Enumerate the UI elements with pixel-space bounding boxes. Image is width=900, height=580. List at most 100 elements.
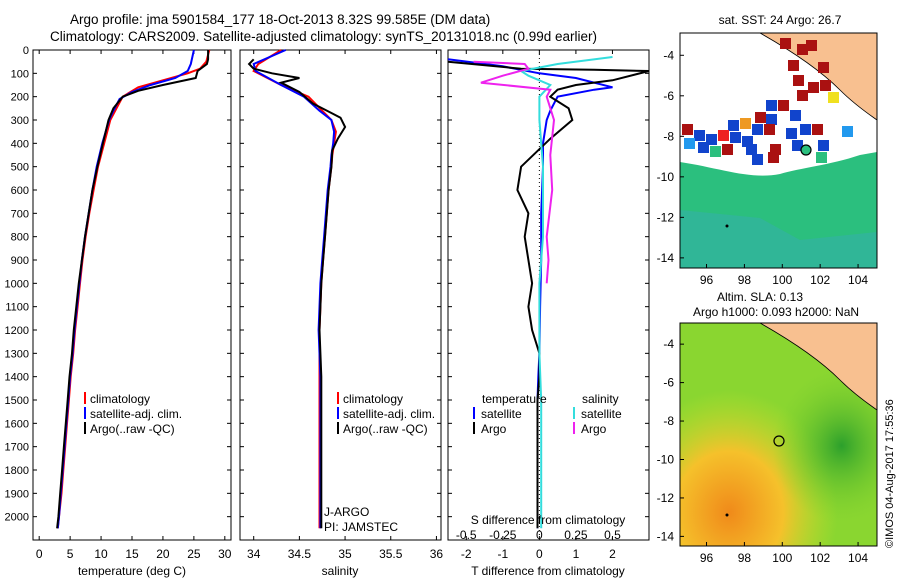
sst-pixel	[682, 124, 693, 135]
float-pi-label: PI: JAMSTEC	[324, 520, 398, 534]
sst-pixel	[800, 124, 811, 135]
sst-pixel	[698, 142, 709, 153]
map-xtick-label: 98	[738, 273, 752, 287]
sal-legend-argo: Argo(..raw -QC)	[343, 422, 428, 436]
map-xtick-label: 96	[700, 551, 714, 565]
sst-pixel	[797, 44, 808, 55]
map-xtick-label: 102	[810, 273, 830, 287]
xtick-label: 0	[36, 547, 43, 561]
s-xtick-label: -0.5	[456, 528, 477, 542]
xtick-label: 5	[67, 547, 74, 561]
temperature-xlabel: temperature (deg C)	[78, 564, 186, 578]
diff-legend-t-satellite: satellite	[481, 407, 522, 421]
map-ytick-label: -10	[657, 170, 675, 184]
ytick-label: 800	[11, 232, 29, 244]
sst-pixel	[812, 124, 823, 135]
sst-pixel	[806, 40, 817, 51]
difference-panel-frame	[447, 49, 650, 541]
diff-legend-s-argo: Argo	[581, 422, 607, 436]
ytick-label: 1100	[5, 302, 29, 314]
sst-pixel	[793, 75, 804, 86]
xtick-label: -2	[461, 547, 472, 561]
sst-pixel	[718, 130, 729, 141]
ytick-label: 900	[11, 255, 29, 267]
sst-pixel	[730, 132, 741, 143]
ytick-label: 1600	[5, 418, 29, 430]
sst-pixel	[740, 118, 751, 129]
sst-pixel	[788, 60, 799, 71]
map-ytick-label: -4	[663, 48, 674, 62]
map-xtick-label: 100	[772, 273, 792, 287]
sst-pixel	[710, 146, 721, 157]
series-line-argo-raw-qc-	[56, 50, 210, 529]
sst-pixel	[780, 38, 791, 49]
salinity-panel-frame	[239, 49, 442, 541]
sst-pixel	[786, 128, 797, 139]
xtick-label: 35.5	[379, 547, 403, 561]
salinity-legend: climatology satellite-adj. clim. Argo(..…	[337, 392, 435, 436]
xtick-label: 34	[247, 547, 261, 561]
map-ytick-label: -10	[657, 452, 675, 466]
sst-pixel	[818, 140, 829, 151]
ytick-label: 200	[11, 92, 29, 104]
sst-pixel	[706, 134, 717, 145]
salinity-xlabel: salinity	[322, 564, 359, 578]
sst-pixel	[770, 144, 781, 155]
xtick-label: 2	[609, 547, 616, 561]
sst-argo-position-marker	[800, 144, 812, 156]
map-axes: 96 98 100 102 104 -4 -6 -8 -10 -12 -14 96 98 100 102 10…	[657, 48, 869, 565]
sst-pixel	[842, 126, 853, 137]
temperature-legend: climatology satellite-adj. clim. Argo(..…	[84, 392, 182, 436]
sst-pixel	[766, 114, 777, 125]
map-xtick-label: 104	[848, 273, 868, 287]
s-xtick-label: -0.25	[489, 528, 517, 542]
map-ytick-label: -14	[657, 529, 675, 543]
sst-pixel	[752, 124, 763, 135]
ytick-label: 1900	[5, 488, 29, 500]
sst-pixel	[828, 92, 839, 103]
sst-pixel	[742, 136, 753, 147]
diff-legend-t-argo: Argo	[481, 422, 507, 436]
ytick-label: 300	[11, 115, 29, 127]
sla-argo-position-marker	[773, 435, 785, 447]
map-xtick-label: 98	[738, 551, 752, 565]
imos-timestamp-stamp: ©IMOS 04-Aug-2017 17:55:36	[884, 399, 896, 548]
xtick-label: 20	[156, 547, 170, 561]
xtick-label: 35	[338, 547, 352, 561]
map-ytick-label: -8	[663, 129, 674, 143]
float-program-label: J-ARGO	[324, 505, 369, 519]
ytick-label: 1500	[5, 395, 29, 407]
sst-map	[679, 32, 878, 269]
ytick-label: 400	[11, 138, 29, 150]
ytick-label: 1400	[5, 372, 29, 384]
sst-pixel	[790, 110, 801, 121]
legend-climatology: climatology	[90, 392, 150, 406]
ytick-label: 700	[11, 208, 29, 220]
xtick-label: 30	[218, 547, 232, 561]
difference-xlabel: T difference from climatology	[471, 564, 625, 578]
diff-legend-temperature: temperature	[482, 392, 547, 406]
sst-pixel	[752, 154, 763, 165]
xtick-label: -1	[497, 547, 508, 561]
sst-pixel	[728, 120, 739, 131]
xtick-label: 1	[573, 547, 580, 561]
sst-pixel	[808, 82, 819, 93]
xtick-label: 15	[125, 547, 139, 561]
salinity-panel: 34 34.5 35 35.5 36	[240, 49, 443, 561]
difference-xlabel-top: S difference from climatology	[471, 513, 626, 527]
ytick-label: 600	[11, 185, 29, 197]
ytick-label: 100	[11, 68, 29, 80]
temperature-panel-frame	[32, 49, 232, 541]
sst-pixel	[792, 140, 803, 151]
xtick-label: 25	[187, 547, 201, 561]
sst-pixel	[820, 80, 831, 91]
sal-legend-satellite-adj: satellite-adj. clim.	[343, 407, 435, 421]
map-ytick-label: -6	[663, 376, 674, 390]
ytick-label: 500	[11, 162, 29, 174]
sst-pixel	[722, 144, 733, 155]
sla-map	[679, 322, 878, 547]
sst-pixel	[818, 62, 829, 73]
ytick-label: 1000	[5, 278, 29, 290]
